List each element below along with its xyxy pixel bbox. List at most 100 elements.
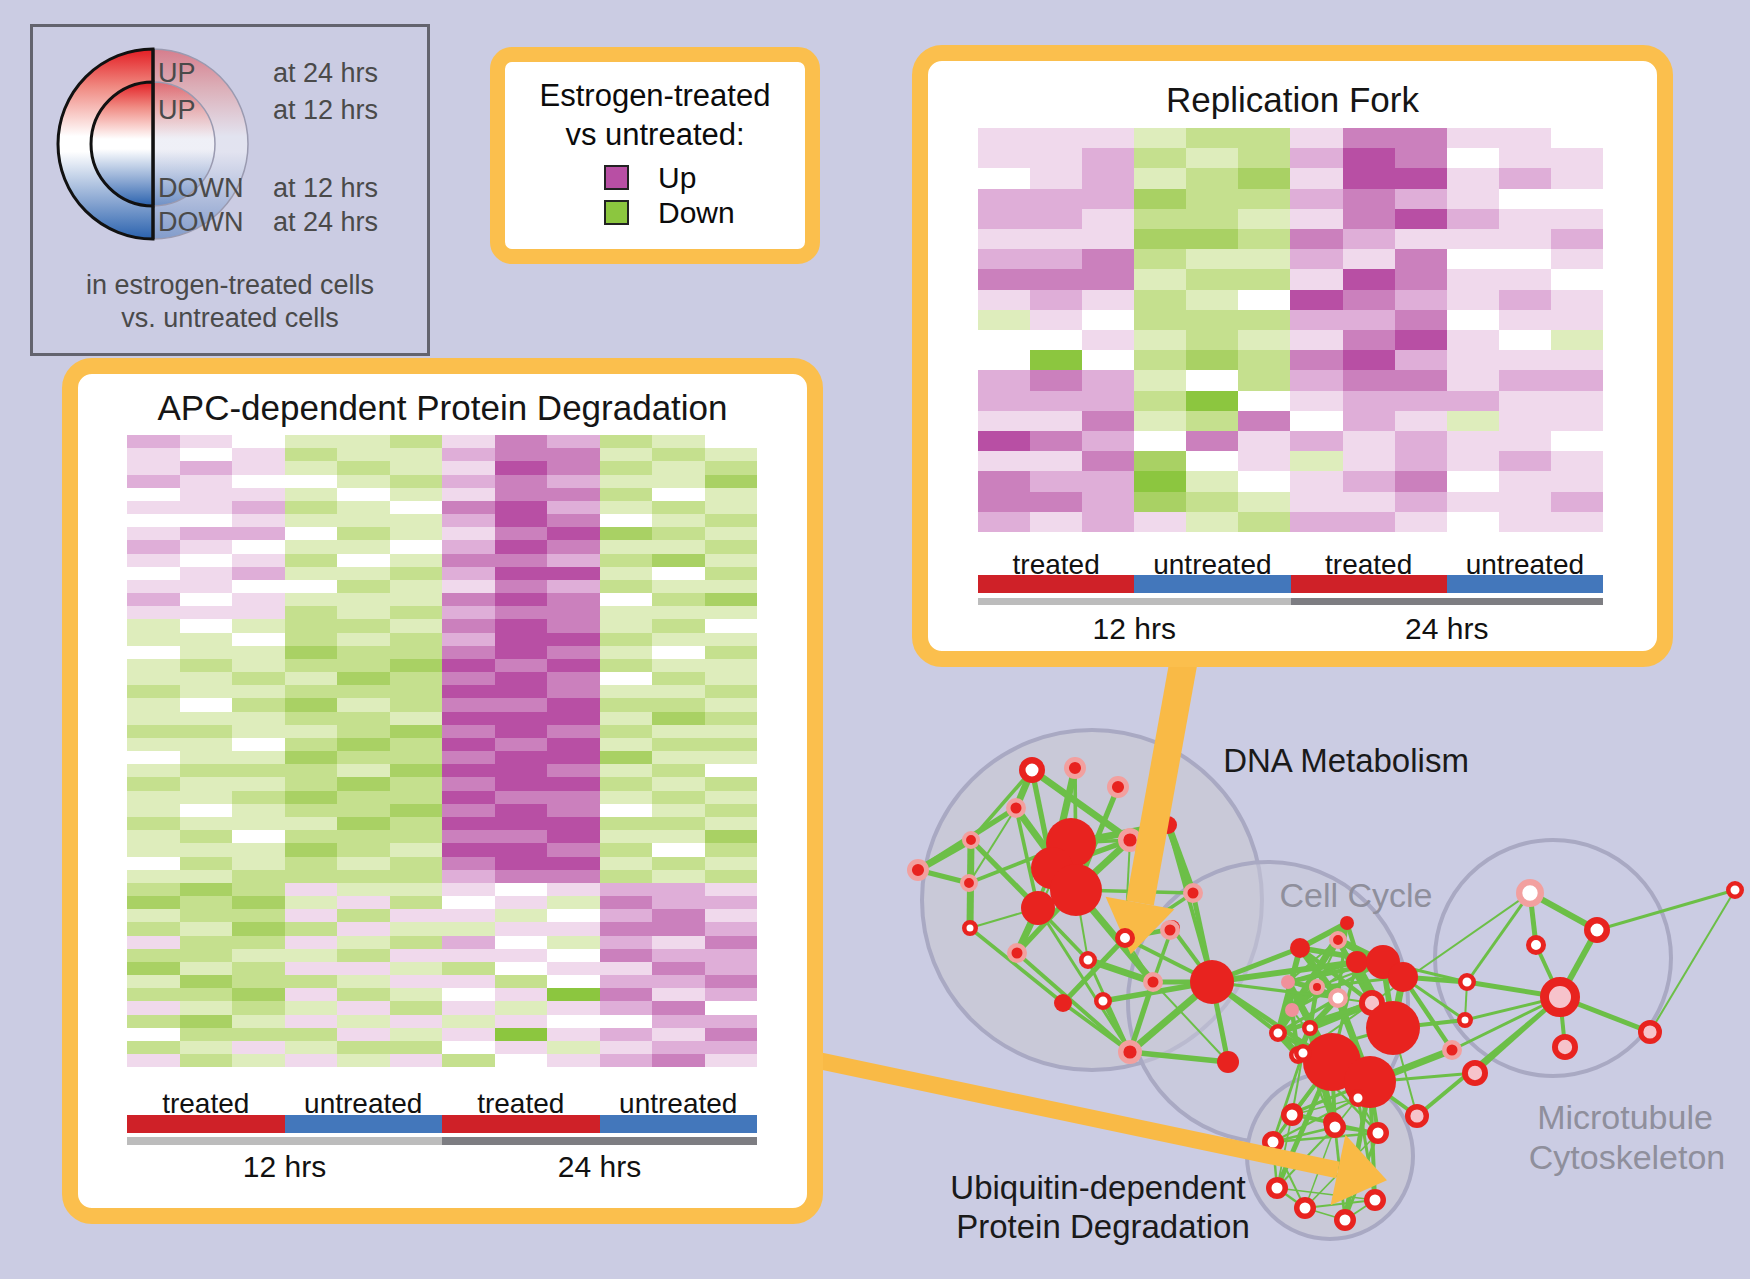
heatmap-row [127,1015,757,1028]
group-label: treated [127,1088,285,1114]
network-node [1331,933,1345,947]
heatmap-row [127,580,757,593]
network-node [964,833,978,847]
heatmap-row [127,646,757,659]
group-label: untreated [1447,549,1603,575]
network-node [1346,951,1368,973]
heatmap-row [127,619,757,632]
network-node [1408,1107,1427,1126]
updown-legend-title: Estrogen-treatedvs untreated: [505,76,805,154]
group-label: untreated [285,1088,443,1114]
network-node [1109,778,1126,795]
ring-footer-1: in estrogen-treated cells [33,270,427,301]
condition-bar [1447,575,1603,593]
heatmap-row [127,962,757,975]
network-node [1340,916,1354,930]
rf-heatmap [978,128,1603,532]
apc-time-labels: 12 hrs24 hrs [127,1150,757,1182]
group-label: untreated [600,1088,758,1114]
network-node [1459,1014,1471,1026]
condition-bar [285,1115,443,1133]
network-node [1050,864,1102,916]
heatmap-row [127,435,757,448]
heatmap-row [978,209,1603,229]
rf-time-labels: 12 hrs24 hrs [978,612,1603,644]
heatmap-row [127,501,757,514]
network-node [1304,1022,1316,1034]
network-node [1145,974,1161,990]
network-node [1370,1125,1387,1142]
heatmap-row [127,672,757,685]
heatmap-row [127,448,757,461]
heatmap-row [127,843,757,856]
time-label: 12 hrs [127,1150,442,1182]
heatmap-row [127,633,757,646]
heatmap-row [978,229,1603,249]
network-node [1465,1063,1485,1083]
heatmap-row [127,1028,757,1041]
heatmap-row [127,936,757,949]
network-node [1269,1180,1286,1197]
ring-label-up-12: UP [158,95,196,126]
cluster-label: DNA Metabolism [1223,742,1469,779]
network-node [1281,975,1295,989]
heatmap-row [127,685,757,698]
network-node [1217,1051,1239,1073]
condition-bar [1134,575,1290,593]
network-node [1366,1001,1420,1055]
heatmap-row [127,922,757,935]
apc-colorbar [127,1115,757,1133]
ring-legend-box: UP at 24 hrs UP at 12 hrs DOWN at 12 hrs… [30,24,430,356]
group-label: treated [442,1088,600,1114]
apc-graybar [127,1137,757,1145]
heatmap-row [127,764,757,777]
heatmap-row [978,269,1603,289]
network-node [1327,1119,1344,1136]
apc-group-labels: treateduntreatedtreateduntreated [127,1088,757,1114]
heatmap-row [978,290,1603,310]
heatmap-row [127,949,757,962]
network-node [964,922,976,934]
heatmap-row [127,475,757,488]
ring-time-24: at 24 hrs [273,58,378,89]
network-node [1297,1200,1314,1217]
heatmap-row [127,804,757,817]
condition-bar [442,1115,600,1133]
network-node [1054,994,1072,1012]
ring-label-down-24: DOWN [158,207,243,238]
network-node [1388,962,1418,992]
heatmap-row [978,451,1603,471]
cluster-label: Cytoskeleton [1529,1138,1726,1176]
network-node [1311,981,1323,993]
time-label: 24 hrs [442,1150,757,1182]
heatmap-row [978,431,1603,451]
network-node [1271,1026,1285,1040]
ring-time-down-12: at 12 hrs [273,173,378,204]
cluster-label: Protein Degradation [956,1208,1250,1245]
heatmap-row [127,488,757,501]
heatmap-row [978,391,1603,411]
network-node [1021,891,1055,925]
network-node [1008,800,1024,816]
heatmap-row [127,1054,757,1067]
network-node [1337,1212,1354,1229]
apc-heatmap [127,435,757,1067]
network-node [1190,960,1234,1004]
network-node [1162,922,1178,938]
updown-legend-box: Estrogen-treatedvs untreated: Up Down [490,47,820,264]
network-node [1587,920,1607,940]
network-node [1545,982,1576,1013]
condition-bar [127,1115,285,1133]
network-node [1367,1192,1384,1209]
condition-bar [1291,575,1447,593]
network-node [1096,994,1110,1008]
network-node [1121,1043,1140,1062]
network-node [1066,759,1083,776]
figure-page: DNA MetabolismCell CycleMicrotubuleCytos… [0,0,1750,1279]
heatmap-row [127,777,757,790]
ring-time-12: at 12 hrs [273,95,378,126]
heatmap-row [127,527,757,540]
network-node [1555,1037,1575,1057]
time-bar [127,1137,442,1145]
apc-panel: APC-dependent Protein Degradation treate… [62,358,823,1224]
